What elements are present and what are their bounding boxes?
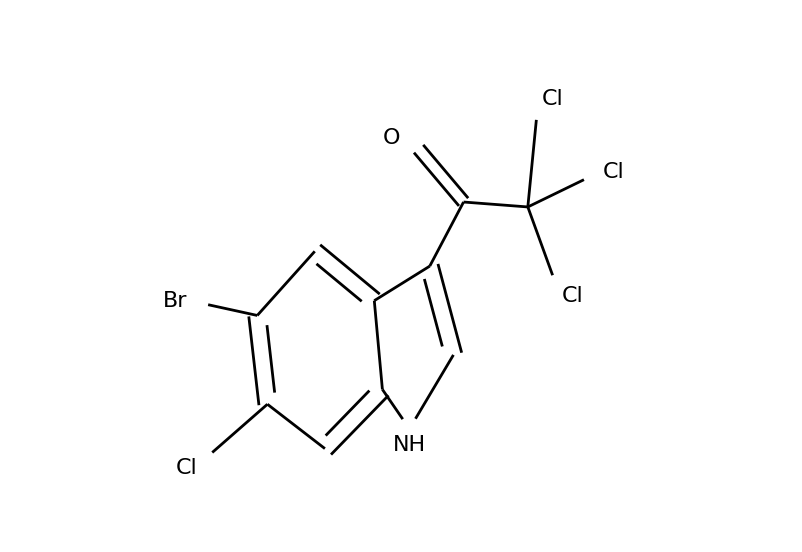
Text: Cl: Cl (542, 89, 564, 109)
Text: NH: NH (393, 434, 426, 455)
Text: O: O (383, 128, 400, 148)
Text: Cl: Cl (562, 285, 584, 305)
Text: Cl: Cl (176, 458, 197, 478)
Text: Cl: Cl (602, 162, 625, 182)
Text: Br: Br (163, 291, 187, 311)
